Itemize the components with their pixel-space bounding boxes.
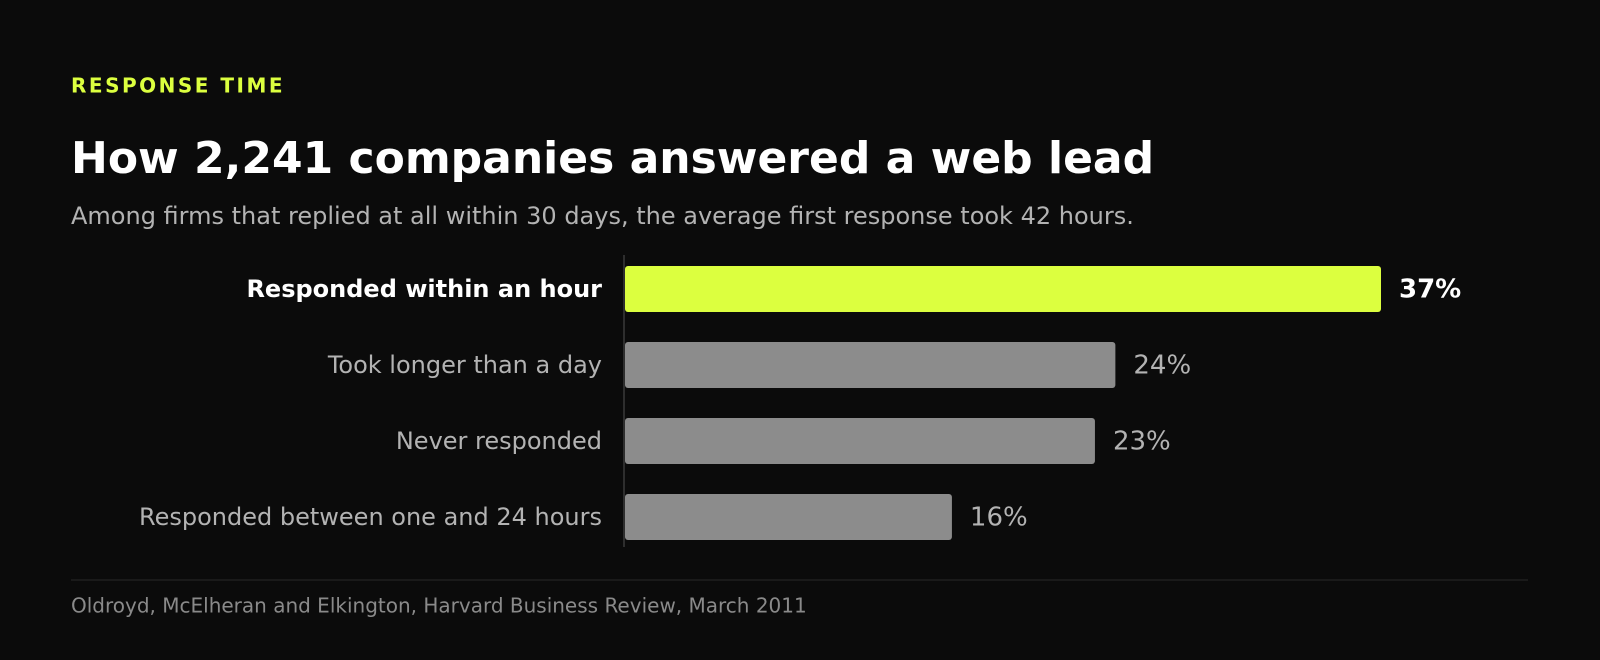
bar [625, 266, 1381, 312]
eyebrow: RESPONSE TIME [71, 74, 285, 98]
value-label: 16% [970, 503, 1028, 533]
value-label: 23% [1113, 427, 1171, 457]
source: Oldroyd, McElheran and Elkington, Harvar… [71, 594, 807, 618]
chart-subtitle: Among firms that replied at all within 3… [71, 202, 1134, 230]
category-label: Responded between one and 24 hours [139, 503, 602, 531]
bar [625, 342, 1116, 388]
bar [625, 418, 1095, 464]
category-label: Took longer than a day [327, 351, 602, 379]
value-label: 37% [1399, 275, 1461, 305]
category-label: Never responded [396, 427, 602, 455]
value-label: 24% [1133, 351, 1191, 381]
bar [625, 494, 952, 540]
chart-title: How 2,241 companies answered a web lead [71, 133, 1154, 184]
category-label: Responded within an hour [246, 275, 602, 303]
